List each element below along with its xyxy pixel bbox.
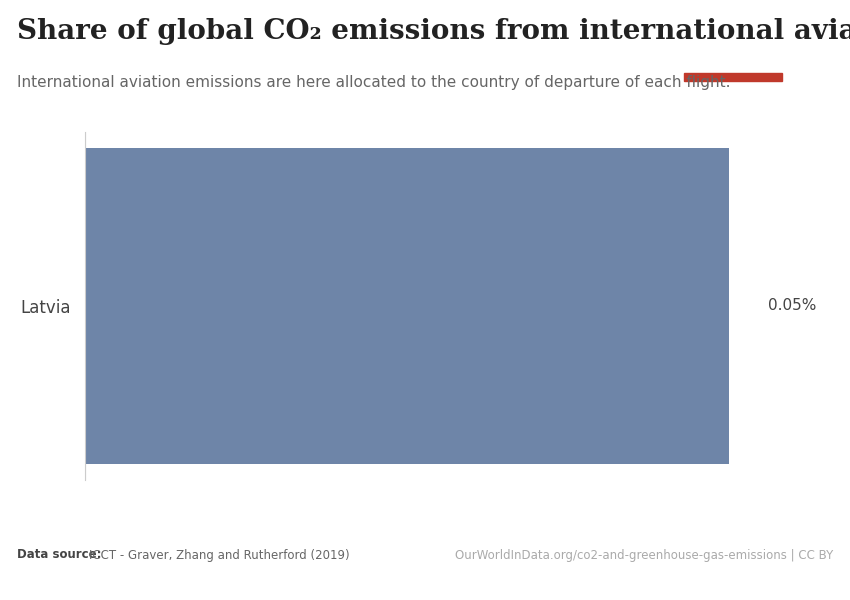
Text: Share of global CO₂ emissions from international aviation, 2018: Share of global CO₂ emissions from inter… bbox=[17, 18, 850, 45]
Text: Data source:: Data source: bbox=[17, 548, 105, 562]
Text: Our World: Our World bbox=[700, 32, 767, 44]
Text: International aviation emissions are here allocated to the country of departure : International aviation emissions are her… bbox=[17, 75, 730, 90]
Text: in Data: in Data bbox=[709, 55, 757, 67]
Text: OurWorldInData.org/co2-and-greenhouse-gas-emissions | CC BY: OurWorldInData.org/co2-and-greenhouse-ga… bbox=[455, 548, 833, 562]
Text: 0.05%: 0.05% bbox=[768, 298, 817, 313]
Text: ICCT - Graver, Zhang and Rutherford (2019): ICCT - Graver, Zhang and Rutherford (201… bbox=[89, 548, 350, 562]
Bar bbox=[684, 73, 782, 81]
